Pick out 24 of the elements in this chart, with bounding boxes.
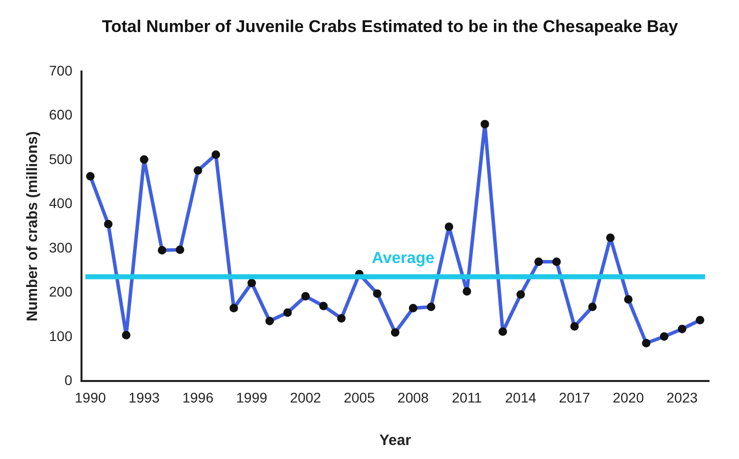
x-tick-label: 1990 — [74, 389, 106, 406]
x-tick-label: 1996 — [182, 389, 214, 406]
x-tick-label: 2017 — [558, 389, 590, 406]
y-tick-label: 400 — [49, 195, 73, 212]
y-tick-label: 500 — [49, 150, 73, 167]
x-tick-label: 1993 — [128, 389, 160, 406]
x-tick-label: 2011 — [452, 389, 482, 406]
chart-title: Total Number of Juvenile Crabs Estimated to be in the Chesapeake Bay — [101, 16, 679, 37]
x-tick-label: 2014 — [505, 389, 536, 406]
y-tick-label: 600 — [49, 106, 73, 123]
x-tick-label: 1999 — [236, 389, 268, 406]
ref-line-label: Average — [372, 250, 435, 268]
x-tick-label: 2002 — [290, 389, 322, 406]
y-axis-title: Number of crabs (millions) — [24, 131, 42, 322]
x-axis-title: Year — [379, 432, 412, 450]
y-tick-label: 300 — [49, 239, 73, 256]
x-tick-label: 2023 — [666, 389, 698, 406]
y-tick-label: 0 — [64, 372, 73, 388]
x-tick-label: 2008 — [398, 389, 429, 406]
y-tick-label: 700 — [49, 62, 73, 78]
x-tick-label: 2020 — [612, 389, 644, 406]
y-tick-label: 100 — [49, 328, 73, 344]
y-tick-label: 200 — [49, 284, 73, 300]
x-tick-label: 2005 — [344, 389, 376, 406]
